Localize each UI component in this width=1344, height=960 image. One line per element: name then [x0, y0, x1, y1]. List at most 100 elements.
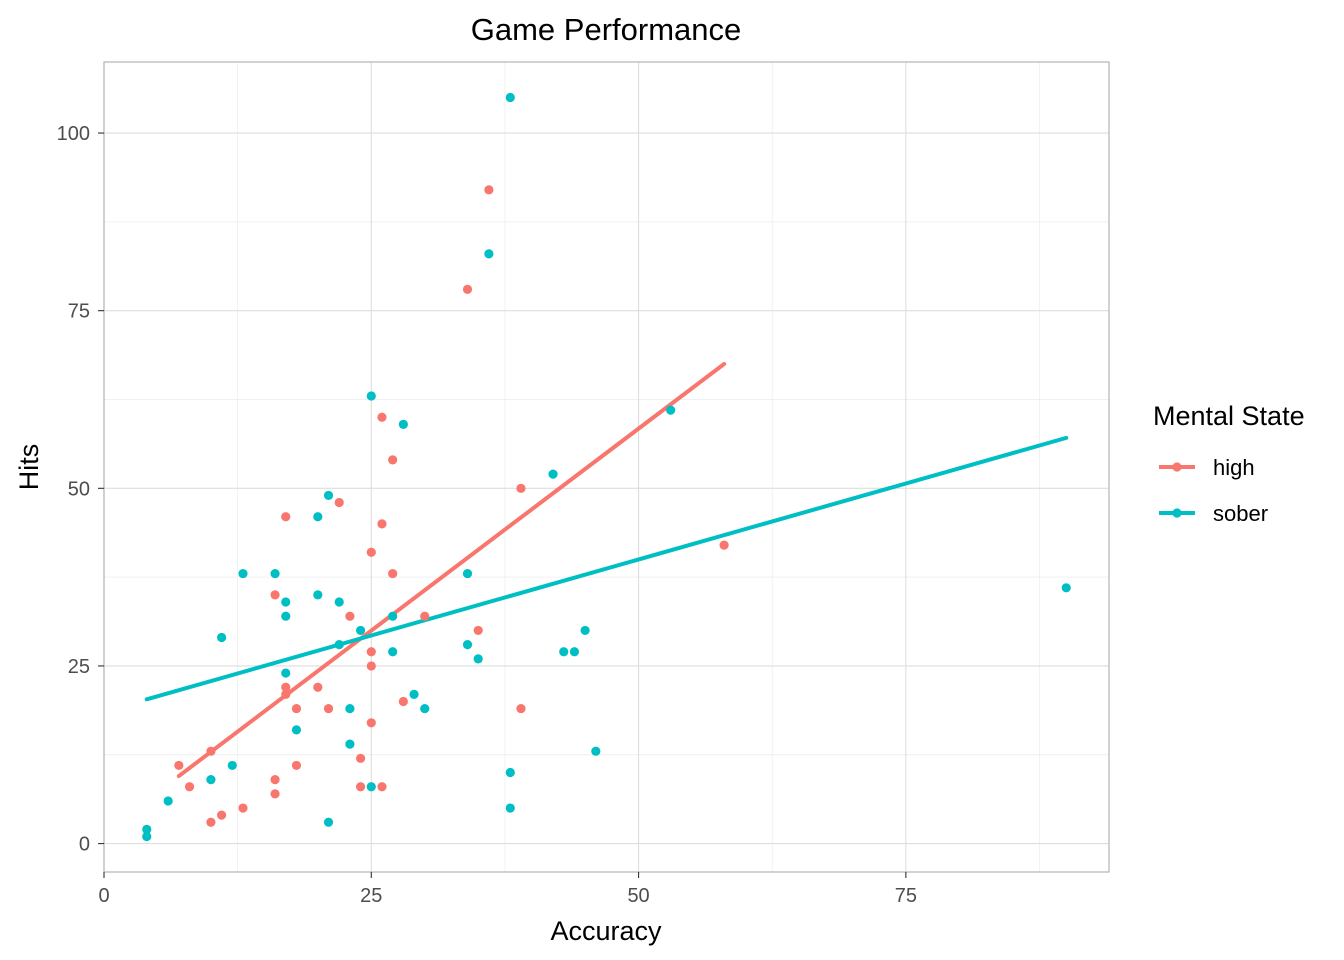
data-point-sober [580, 625, 590, 636]
legend-key-point [1172, 462, 1182, 472]
legend-title: Mental State [1153, 401, 1305, 431]
data-point-sober [505, 92, 515, 103]
data-point-high [323, 703, 334, 714]
data-point-high [184, 782, 195, 792]
data-point-high [420, 611, 430, 621]
x-tick-label: 50 [627, 885, 649, 907]
data-point-high [366, 547, 376, 557]
legend-key-point [1172, 508, 1182, 518]
data-point-sober [217, 632, 227, 643]
y-tick-label: 75 [68, 301, 90, 323]
data-point-high [345, 611, 355, 621]
legend: Mental State high sober [1153, 401, 1305, 526]
x-tick-label: 75 [895, 885, 917, 907]
data-point-high [355, 782, 366, 792]
data-point-high [484, 185, 494, 195]
y-tick-label: 100 [57, 123, 90, 145]
y-tick-label: 25 [68, 656, 90, 678]
data-point-high [719, 540, 729, 550]
data-point-high [366, 647, 376, 657]
data-point-sober [345, 703, 355, 714]
data-point-sober [569, 647, 580, 657]
data-point-high [206, 817, 216, 827]
data-point-high [281, 512, 291, 522]
data-point-high [281, 682, 291, 692]
data-point-high [377, 519, 387, 529]
trend-line-high [176, 361, 727, 779]
data-point-high [206, 746, 216, 756]
data-point-high [270, 590, 280, 600]
y-tick-label: 0 [79, 834, 90, 856]
data-point-sober [334, 597, 344, 607]
data-point-high [355, 753, 366, 763]
data-point-sober [281, 597, 291, 607]
data-point-high [174, 760, 184, 771]
data-point-sober [398, 419, 408, 429]
data-point-sober [323, 490, 334, 501]
data-point-high [516, 703, 526, 714]
data-point-sober [334, 640, 344, 650]
data-point-high [516, 483, 526, 493]
data-point-high [398, 696, 408, 707]
data-point-high [270, 789, 280, 799]
grid-lines [103, 62, 1109, 872]
data-point-high [238, 803, 248, 813]
data-point-sober [238, 568, 248, 579]
data-point-sober [355, 625, 366, 636]
data-point-sober [163, 796, 173, 806]
data-point-high [388, 455, 398, 465]
data-point-sober [591, 746, 601, 756]
data-point-sober [206, 775, 216, 785]
legend-label: sober [1213, 501, 1268, 526]
x-axis: 0 25 50 75 [98, 872, 917, 907]
data-point-sober [366, 782, 376, 792]
data-point-sober [388, 611, 398, 621]
data-point-high [388, 568, 398, 579]
data-point-sober [227, 760, 237, 771]
y-tick-label: 50 [68, 478, 90, 500]
data-point-sober [142, 824, 152, 834]
data-points [142, 92, 1071, 842]
data-point-high [366, 718, 376, 728]
data-point-sober [559, 647, 569, 657]
data-point-sober [291, 725, 302, 735]
data-point-sober [462, 640, 473, 650]
data-point-sober [462, 568, 473, 579]
data-point-sober [388, 647, 398, 657]
panel-border [103, 61, 1110, 873]
trend-line-sober [144, 435, 1069, 702]
data-point-high [217, 810, 227, 820]
data-point-sober [313, 512, 323, 522]
data-point-sober [345, 739, 355, 749]
data-point-sober [366, 391, 376, 401]
chart-title: Game Performance [471, 12, 742, 47]
data-point-high [270, 775, 280, 785]
data-point-high [313, 682, 323, 692]
trend-lines [144, 361, 1069, 779]
data-point-sober [548, 469, 558, 479]
legend-item-high: high [1159, 455, 1255, 480]
data-point-sober [142, 831, 152, 842]
x-tick-label: 0 [98, 885, 109, 907]
data-point-sober [313, 590, 323, 600]
data-point-high [462, 284, 473, 294]
data-point-sober [484, 249, 494, 259]
data-point-high [377, 782, 387, 792]
data-point-sober [666, 405, 676, 415]
plot-panel [103, 61, 1110, 873]
data-point-sober [281, 668, 291, 678]
data-point-high [366, 661, 376, 671]
y-axis: 0 25 50 75 100 [57, 123, 104, 856]
data-point-sober [270, 568, 280, 579]
data-point-sober [323, 817, 334, 827]
data-point-sober [1061, 583, 1071, 593]
data-point-sober [473, 654, 483, 664]
data-point-high [334, 497, 344, 508]
legend-label: high [1213, 455, 1255, 480]
data-point-high [473, 625, 483, 636]
legend-item-sober: sober [1159, 501, 1268, 526]
data-point-high [291, 703, 302, 714]
x-axis-title: Accuracy [550, 916, 662, 946]
data-point-sober [505, 767, 515, 778]
